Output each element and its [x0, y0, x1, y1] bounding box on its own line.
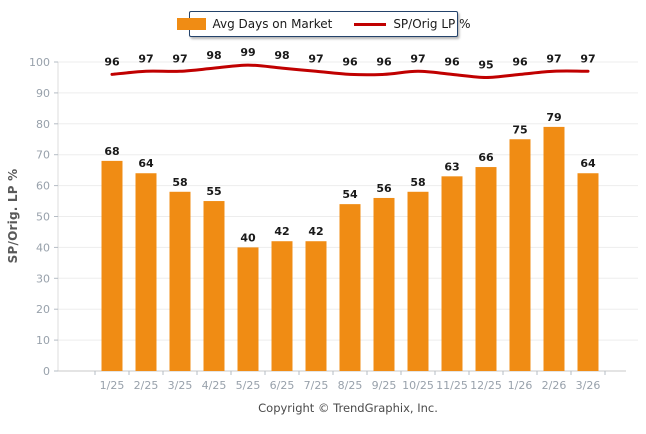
bar: [407, 191, 429, 371]
bar: [441, 176, 463, 371]
y-tick-label: 100: [29, 56, 50, 69]
x-tick-label: 9/25: [372, 379, 397, 392]
line-series: [110, 63, 590, 79]
bar: [577, 173, 599, 371]
legend-item-avg-days: Avg Days on Market: [176, 17, 333, 31]
bar: [373, 197, 395, 371]
bar-value-label: 66: [478, 151, 494, 164]
bar-value-label: 42: [308, 225, 323, 238]
bar: [203, 201, 225, 371]
bar-value-label: 79: [546, 111, 561, 124]
line-value-label: 97: [546, 52, 561, 65]
bar-value-label: 75: [512, 123, 527, 136]
x-tick-label: 3/25: [168, 379, 193, 392]
bar-value-label: 40: [240, 231, 256, 244]
bar-value-label: 64: [580, 157, 596, 170]
line-swatch-icon: [354, 22, 387, 26]
y-tick-label: 40: [36, 241, 50, 254]
x-tick-label: 10/25: [402, 379, 434, 392]
y-tick-label: 50: [36, 211, 50, 224]
x-tick-label: 2/26: [542, 379, 567, 392]
x-tick-label: 4/25: [202, 379, 227, 392]
x-tick-label: 1/26: [508, 379, 533, 392]
bar-value-label: 58: [410, 176, 425, 189]
x-tick-label: 3/26: [576, 379, 601, 392]
y-tick-label: 0: [43, 365, 50, 378]
bar-value-label: 63: [444, 160, 459, 173]
line-value-labels: 96 97 97 98 99 98 97 96 96 97 96 95 96 97 97: [104, 46, 595, 71]
line-value-label: 96: [104, 55, 120, 68]
bar-value-label: 64: [138, 157, 154, 170]
x-tick-label: 2/25: [134, 379, 159, 392]
line-value-label: 96: [444, 55, 460, 68]
legend: Avg Days on Market SP/Orig LP %: [176, 11, 471, 37]
x-axis-ticks: [94, 371, 606, 375]
line-value-label: 97: [172, 52, 187, 65]
x-tick-label: 6/25: [270, 379, 295, 392]
bar: [135, 173, 157, 371]
y-axis-ticks: 0 10 20 30 40 50 60 70 80 90 100: [29, 56, 58, 378]
bar: [169, 191, 191, 371]
x-tick-label: 11/25: [436, 379, 468, 392]
line-value-label: 98: [206, 49, 221, 62]
y-tick-label: 90: [36, 87, 50, 100]
bar: [475, 167, 497, 371]
line-value-label: 97: [580, 52, 595, 65]
x-tick-label: 1/25: [100, 379, 125, 392]
legend-item-sp-orig-lp: SP/Orig LP %: [354, 17, 471, 31]
x-tick-label: 12/25: [470, 379, 502, 392]
x-tick-label: 8/25: [338, 379, 363, 392]
bar-value-label: 54: [342, 188, 358, 201]
y-tick-label: 30: [36, 272, 50, 285]
bar-value-label: 42: [274, 225, 289, 238]
bar-value-label: 56: [376, 182, 392, 195]
y-tick-label: 80: [36, 118, 50, 131]
y-tick-label: 70: [36, 149, 50, 162]
line-value-label: 97: [138, 52, 153, 65]
bar-swatch-icon: [176, 18, 206, 30]
bar: [509, 139, 531, 371]
bar: [305, 241, 327, 371]
line-value-label: 96: [512, 55, 528, 68]
copyright-text: Copyright © TrendGraphix, Inc.: [258, 401, 438, 415]
bar-value-label: 58: [172, 176, 187, 189]
bar: [101, 160, 123, 371]
line-value-label: 97: [308, 52, 323, 65]
bar-value-label: 68: [104, 145, 119, 158]
legend-label-sp-orig-lp: SP/Orig LP %: [393, 17, 471, 31]
line-value-label: 98: [274, 49, 289, 62]
bar-series: 68 64 58 55 40 42 42 54 56 58 63 66 75 79 64: [101, 111, 599, 371]
bar: [339, 204, 361, 371]
bar-value-label: 55: [206, 185, 221, 198]
y-tick-label: 20: [36, 303, 50, 316]
bar: [237, 247, 259, 371]
x-tick-label: 5/25: [236, 379, 261, 392]
legend-label-avg-days: Avg Days on Market: [212, 17, 333, 31]
y-axis-title: SP/Orig. LP %: [6, 168, 20, 264]
line-value-label: 96: [342, 55, 358, 68]
line-value-label: 96: [376, 55, 392, 68]
y-tick-label: 60: [36, 180, 50, 193]
x-tick-label: 7/25: [304, 379, 329, 392]
line-value-label: 95: [478, 58, 493, 71]
line-value-label: 99: [240, 46, 255, 59]
y-tick-label: 10: [36, 334, 50, 347]
x-axis-labels: 1/25 2/25 3/25 4/25 5/25 6/25 7/25 8/25 9/25 10/2…: [100, 379, 601, 392]
bar: [543, 126, 565, 371]
line-value-label: 97: [410, 52, 425, 65]
bar: [271, 241, 293, 371]
